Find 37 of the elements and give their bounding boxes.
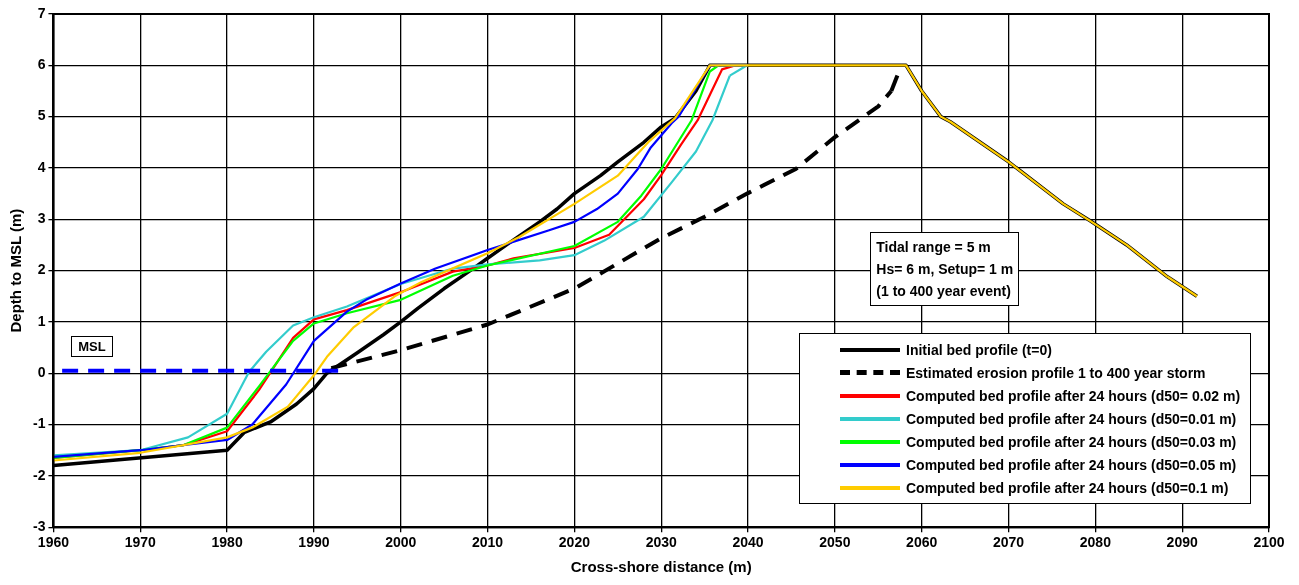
y-tick-label: 1 — [37, 312, 46, 329]
x-tick-label: 2100 — [1253, 534, 1285, 551]
x-tick-label: 2080 — [1079, 534, 1112, 551]
legend-label: Initial bed profile (t=0) — [906, 341, 1052, 358]
x-tick-label: 1960 — [37, 534, 70, 551]
legend-label: Computed bed profile after 24 hours (d50=0.03 m) — [906, 433, 1237, 450]
legend-label: Computed bed profile after 24 hours (d50=0.05 m) — [906, 456, 1237, 473]
x-tick-label: 1980 — [211, 534, 243, 551]
x-tick-label: 1990 — [298, 534, 330, 551]
y-tick-label: -1 — [33, 415, 46, 432]
annotation: MSL — [71, 335, 113, 357]
x-tick-label: 2000 — [385, 534, 417, 551]
x-tick-label: 2040 — [732, 534, 764, 551]
y-axis-title: Depth to MSL (m) — [7, 208, 25, 333]
x-tick-label: 2090 — [1166, 534, 1198, 551]
y-tick-label: 6 — [37, 56, 46, 73]
x-tick-label: 2030 — [645, 534, 677, 551]
legend-label: Computed bed profile after 24 hours (d50= 0.02 m) — [906, 387, 1241, 404]
legend-label: Computed bed profile after 24 hours (d50=0.1 m) — [906, 479, 1229, 496]
legend-label: Computed bed profile after 24 hours (d50=0.01 m) — [906, 410, 1237, 427]
annotation: Tidal range = 5 m Hs= 6 m, Setup= 1 m (1 to 400 year event) — [870, 231, 1020, 306]
y-tick-label: -2 — [33, 466, 46, 483]
y-tick-label: 2 — [37, 261, 46, 278]
x-tick-label: 2060 — [906, 534, 938, 551]
x-tick-label: 2070 — [992, 534, 1025, 551]
y-tick-label: 7 — [37, 4, 46, 21]
y-tick-label: 5 — [37, 107, 46, 124]
y-tick-label: 4 — [37, 158, 46, 175]
y-tick-label: -3 — [33, 518, 46, 535]
legend-label: Estimated erosion profile 1 to 400 year storm — [906, 364, 1206, 381]
x-tick-label: 1970 — [124, 534, 157, 551]
x-tick-label: 2010 — [472, 534, 504, 551]
y-tick-label: 0 — [37, 364, 46, 381]
x-tick-label: 2020 — [558, 534, 591, 551]
x-tick-label: 2050 — [819, 534, 851, 551]
y-tick-label: 3 — [37, 210, 46, 227]
x-axis-title: Cross-shore distance (m) — [570, 558, 752, 576]
